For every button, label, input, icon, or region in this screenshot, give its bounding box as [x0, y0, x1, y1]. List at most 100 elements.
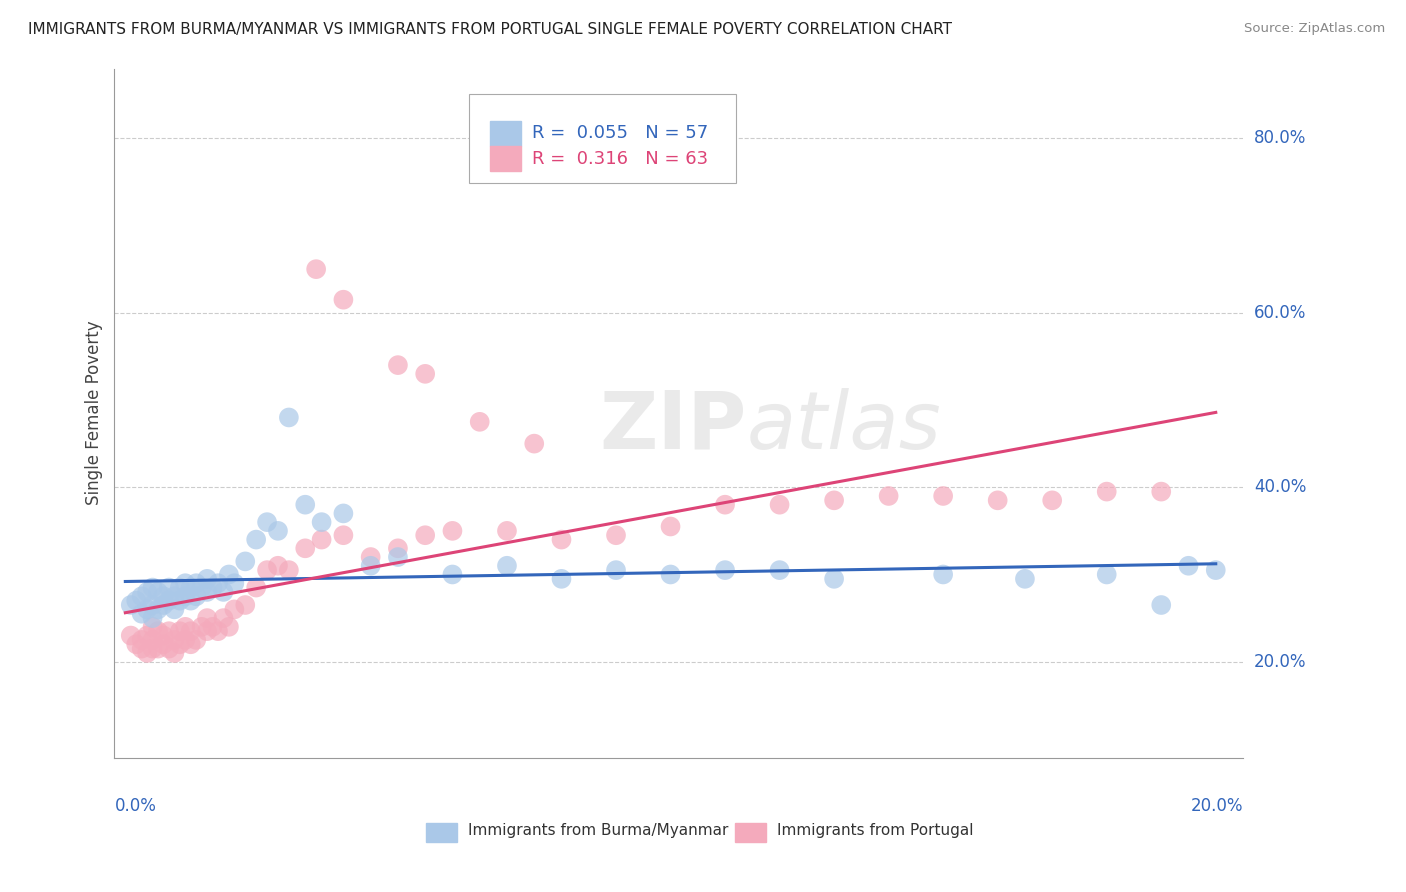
- Point: [1205, 563, 1227, 577]
- Point: [207, 624, 229, 639]
- Point: [146, 602, 169, 616]
- Point: [163, 632, 186, 647]
- Point: [550, 533, 572, 547]
- Point: [1177, 558, 1199, 573]
- Point: [195, 572, 218, 586]
- Point: [550, 572, 572, 586]
- Text: 20.0%: 20.0%: [1254, 653, 1306, 671]
- Point: [823, 572, 845, 586]
- Point: [468, 415, 491, 429]
- Point: [125, 593, 148, 607]
- Point: [932, 489, 955, 503]
- Point: [441, 567, 464, 582]
- Point: [256, 515, 278, 529]
- Text: Immigrants from Portugal: Immigrants from Portugal: [778, 823, 973, 838]
- Point: [305, 262, 328, 277]
- Point: [180, 593, 202, 607]
- Point: [224, 576, 246, 591]
- Point: [413, 528, 436, 542]
- Point: [294, 498, 316, 512]
- Point: [157, 593, 180, 607]
- Point: [142, 611, 165, 625]
- Point: [277, 563, 299, 577]
- Point: [146, 585, 169, 599]
- Point: [190, 581, 212, 595]
- Text: R =  0.316   N = 63: R = 0.316 N = 63: [531, 150, 709, 168]
- Point: [136, 602, 159, 616]
- Point: [224, 602, 246, 616]
- Point: [142, 598, 165, 612]
- Text: 60.0%: 60.0%: [1254, 304, 1306, 322]
- Point: [294, 541, 316, 556]
- Point: [152, 628, 174, 642]
- Point: [332, 507, 354, 521]
- Point: [142, 620, 165, 634]
- Point: [1040, 493, 1063, 508]
- Point: [174, 620, 197, 634]
- Point: [496, 558, 519, 573]
- Point: [387, 358, 409, 372]
- Point: [1150, 484, 1173, 499]
- Point: [605, 528, 627, 542]
- Point: [142, 632, 165, 647]
- Text: 0.0%: 0.0%: [114, 797, 156, 814]
- Point: [496, 524, 519, 538]
- Point: [201, 620, 224, 634]
- Point: [125, 637, 148, 651]
- Point: [163, 646, 186, 660]
- Text: 40.0%: 40.0%: [1254, 478, 1306, 496]
- Point: [256, 563, 278, 577]
- Point: [1095, 567, 1118, 582]
- Text: R =  0.055   N = 57: R = 0.055 N = 57: [531, 124, 709, 142]
- Point: [207, 576, 229, 591]
- Text: IMMIGRANTS FROM BURMA/MYANMAR VS IMMIGRANTS FROM PORTUGAL SINGLE FEMALE POVERTY : IMMIGRANTS FROM BURMA/MYANMAR VS IMMIGRA…: [28, 22, 952, 37]
- Point: [163, 602, 186, 616]
- Point: [157, 581, 180, 595]
- Point: [157, 641, 180, 656]
- Point: [605, 563, 627, 577]
- Point: [233, 554, 256, 568]
- Point: [120, 628, 142, 642]
- Point: [823, 493, 845, 508]
- Point: [212, 585, 235, 599]
- Point: [413, 367, 436, 381]
- Text: 20.0%: 20.0%: [1191, 797, 1243, 814]
- Point: [768, 498, 790, 512]
- Point: [146, 641, 169, 656]
- Point: [174, 632, 197, 647]
- Point: [131, 632, 153, 647]
- Point: [768, 563, 790, 577]
- Point: [877, 489, 900, 503]
- Point: [1014, 572, 1036, 586]
- Point: [136, 585, 159, 599]
- Point: [131, 607, 153, 621]
- Point: [659, 567, 682, 582]
- Point: [152, 637, 174, 651]
- Text: Source: ZipAtlas.com: Source: ZipAtlas.com: [1244, 22, 1385, 36]
- Point: [169, 637, 191, 651]
- Point: [174, 576, 197, 591]
- Point: [233, 598, 256, 612]
- Point: [180, 624, 202, 639]
- Point: [1095, 484, 1118, 499]
- Point: [212, 611, 235, 625]
- Point: [146, 624, 169, 639]
- Y-axis label: Single Female Poverty: Single Female Poverty: [86, 321, 103, 506]
- Point: [267, 558, 290, 573]
- Point: [186, 589, 208, 603]
- Point: [152, 598, 174, 612]
- Point: [186, 576, 208, 591]
- Point: [163, 589, 186, 603]
- Point: [195, 585, 218, 599]
- Point: [120, 598, 142, 612]
- Point: [332, 293, 354, 307]
- Point: [131, 641, 153, 656]
- Point: [714, 498, 737, 512]
- Point: [311, 515, 333, 529]
- Point: [387, 549, 409, 564]
- Point: [267, 524, 290, 538]
- Point: [131, 589, 153, 603]
- Text: ZIP: ZIP: [599, 388, 747, 466]
- Point: [245, 581, 267, 595]
- Point: [277, 410, 299, 425]
